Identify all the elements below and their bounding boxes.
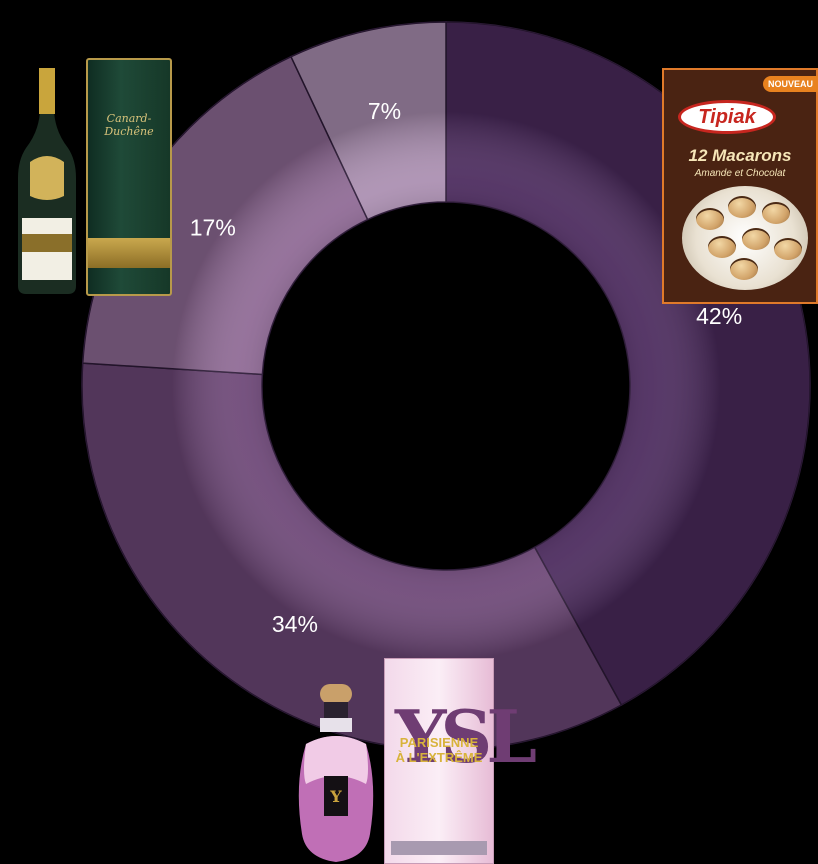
svg-text:Y: Y (329, 787, 342, 806)
slice-label-7: 7% (368, 98, 401, 124)
macarons-subtitle: Amande et Chocolat (694, 168, 786, 179)
macarons-plate (682, 186, 808, 290)
champagne-bottle-icon (18, 68, 76, 294)
tipiak-logo: Tipiak (678, 100, 776, 134)
macarons-product-image: NOUVEAU Tipiak 12 Macarons Amande et Cho… (662, 68, 818, 304)
ysl-logo: YSL (395, 694, 537, 779)
perfume-box: YSL PARISIENNE À L'EXTRÊME (384, 658, 537, 864)
slice-label-17: 17% (190, 214, 236, 240)
slice-label-34: 34% (272, 611, 318, 637)
champagne-product-image: Canard-Duchêne (12, 58, 172, 298)
new-badge: NOUVEAU (762, 76, 818, 92)
macarons-title: 12 Macarons (688, 146, 792, 165)
perfume-product-image: Y YSL PARISIENNE À L'EXTRÊME (294, 658, 537, 864)
slice-label-42: 42% (696, 303, 742, 329)
ring-shading (82, 22, 810, 750)
champagne-brand: Canard-Duchêne (104, 112, 154, 138)
perfume-name: PARISIENNE À L'EXTRÊME (395, 735, 483, 765)
champagne-box: Canard-Duchêne (86, 58, 172, 296)
perfume-bottle-icon: Y (298, 684, 374, 862)
